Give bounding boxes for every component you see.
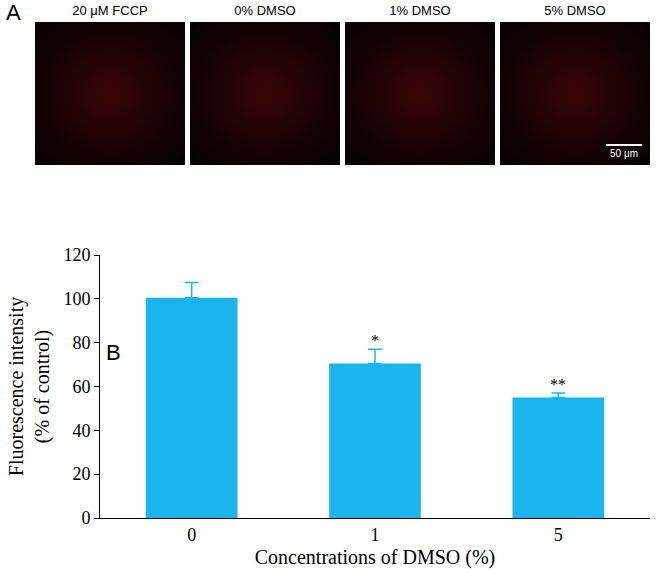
svg-text:20: 20 xyxy=(72,464,90,484)
svg-text:Concentrations of DMSO (%): Concentrations of DMSO (%) xyxy=(255,546,496,569)
svg-text:*: * xyxy=(371,332,379,349)
html-text:5% DMSO: 5% DMSO xyxy=(544,3,606,18)
svg-text:80: 80 xyxy=(72,333,90,353)
svg-text:Fluorescence intensity(% of co: Fluorescence intensity(% of control) xyxy=(5,297,54,476)
svg-text:60: 60 xyxy=(72,377,90,397)
html-text:0% DMSO: 0% DMSO xyxy=(234,3,296,18)
svg-text:120: 120 xyxy=(63,245,90,265)
svg-text:B: B xyxy=(106,340,121,365)
svg-text:100: 100 xyxy=(63,289,90,309)
svg-text:0: 0 xyxy=(81,508,90,528)
svg-text:0: 0 xyxy=(187,525,196,545)
html-text:20 μM FCCP: 20 μM FCCP xyxy=(72,3,148,18)
svg-text:1: 1 xyxy=(371,525,380,545)
svg-text:40: 40 xyxy=(72,421,90,441)
html-text:50 μm: 50 μm xyxy=(610,148,638,159)
html-text:1% DMSO: 1% DMSO xyxy=(389,3,451,18)
svg-text:5: 5 xyxy=(554,525,563,545)
html-text:A: A xyxy=(6,0,21,25)
svg-text:**: ** xyxy=(550,376,566,393)
